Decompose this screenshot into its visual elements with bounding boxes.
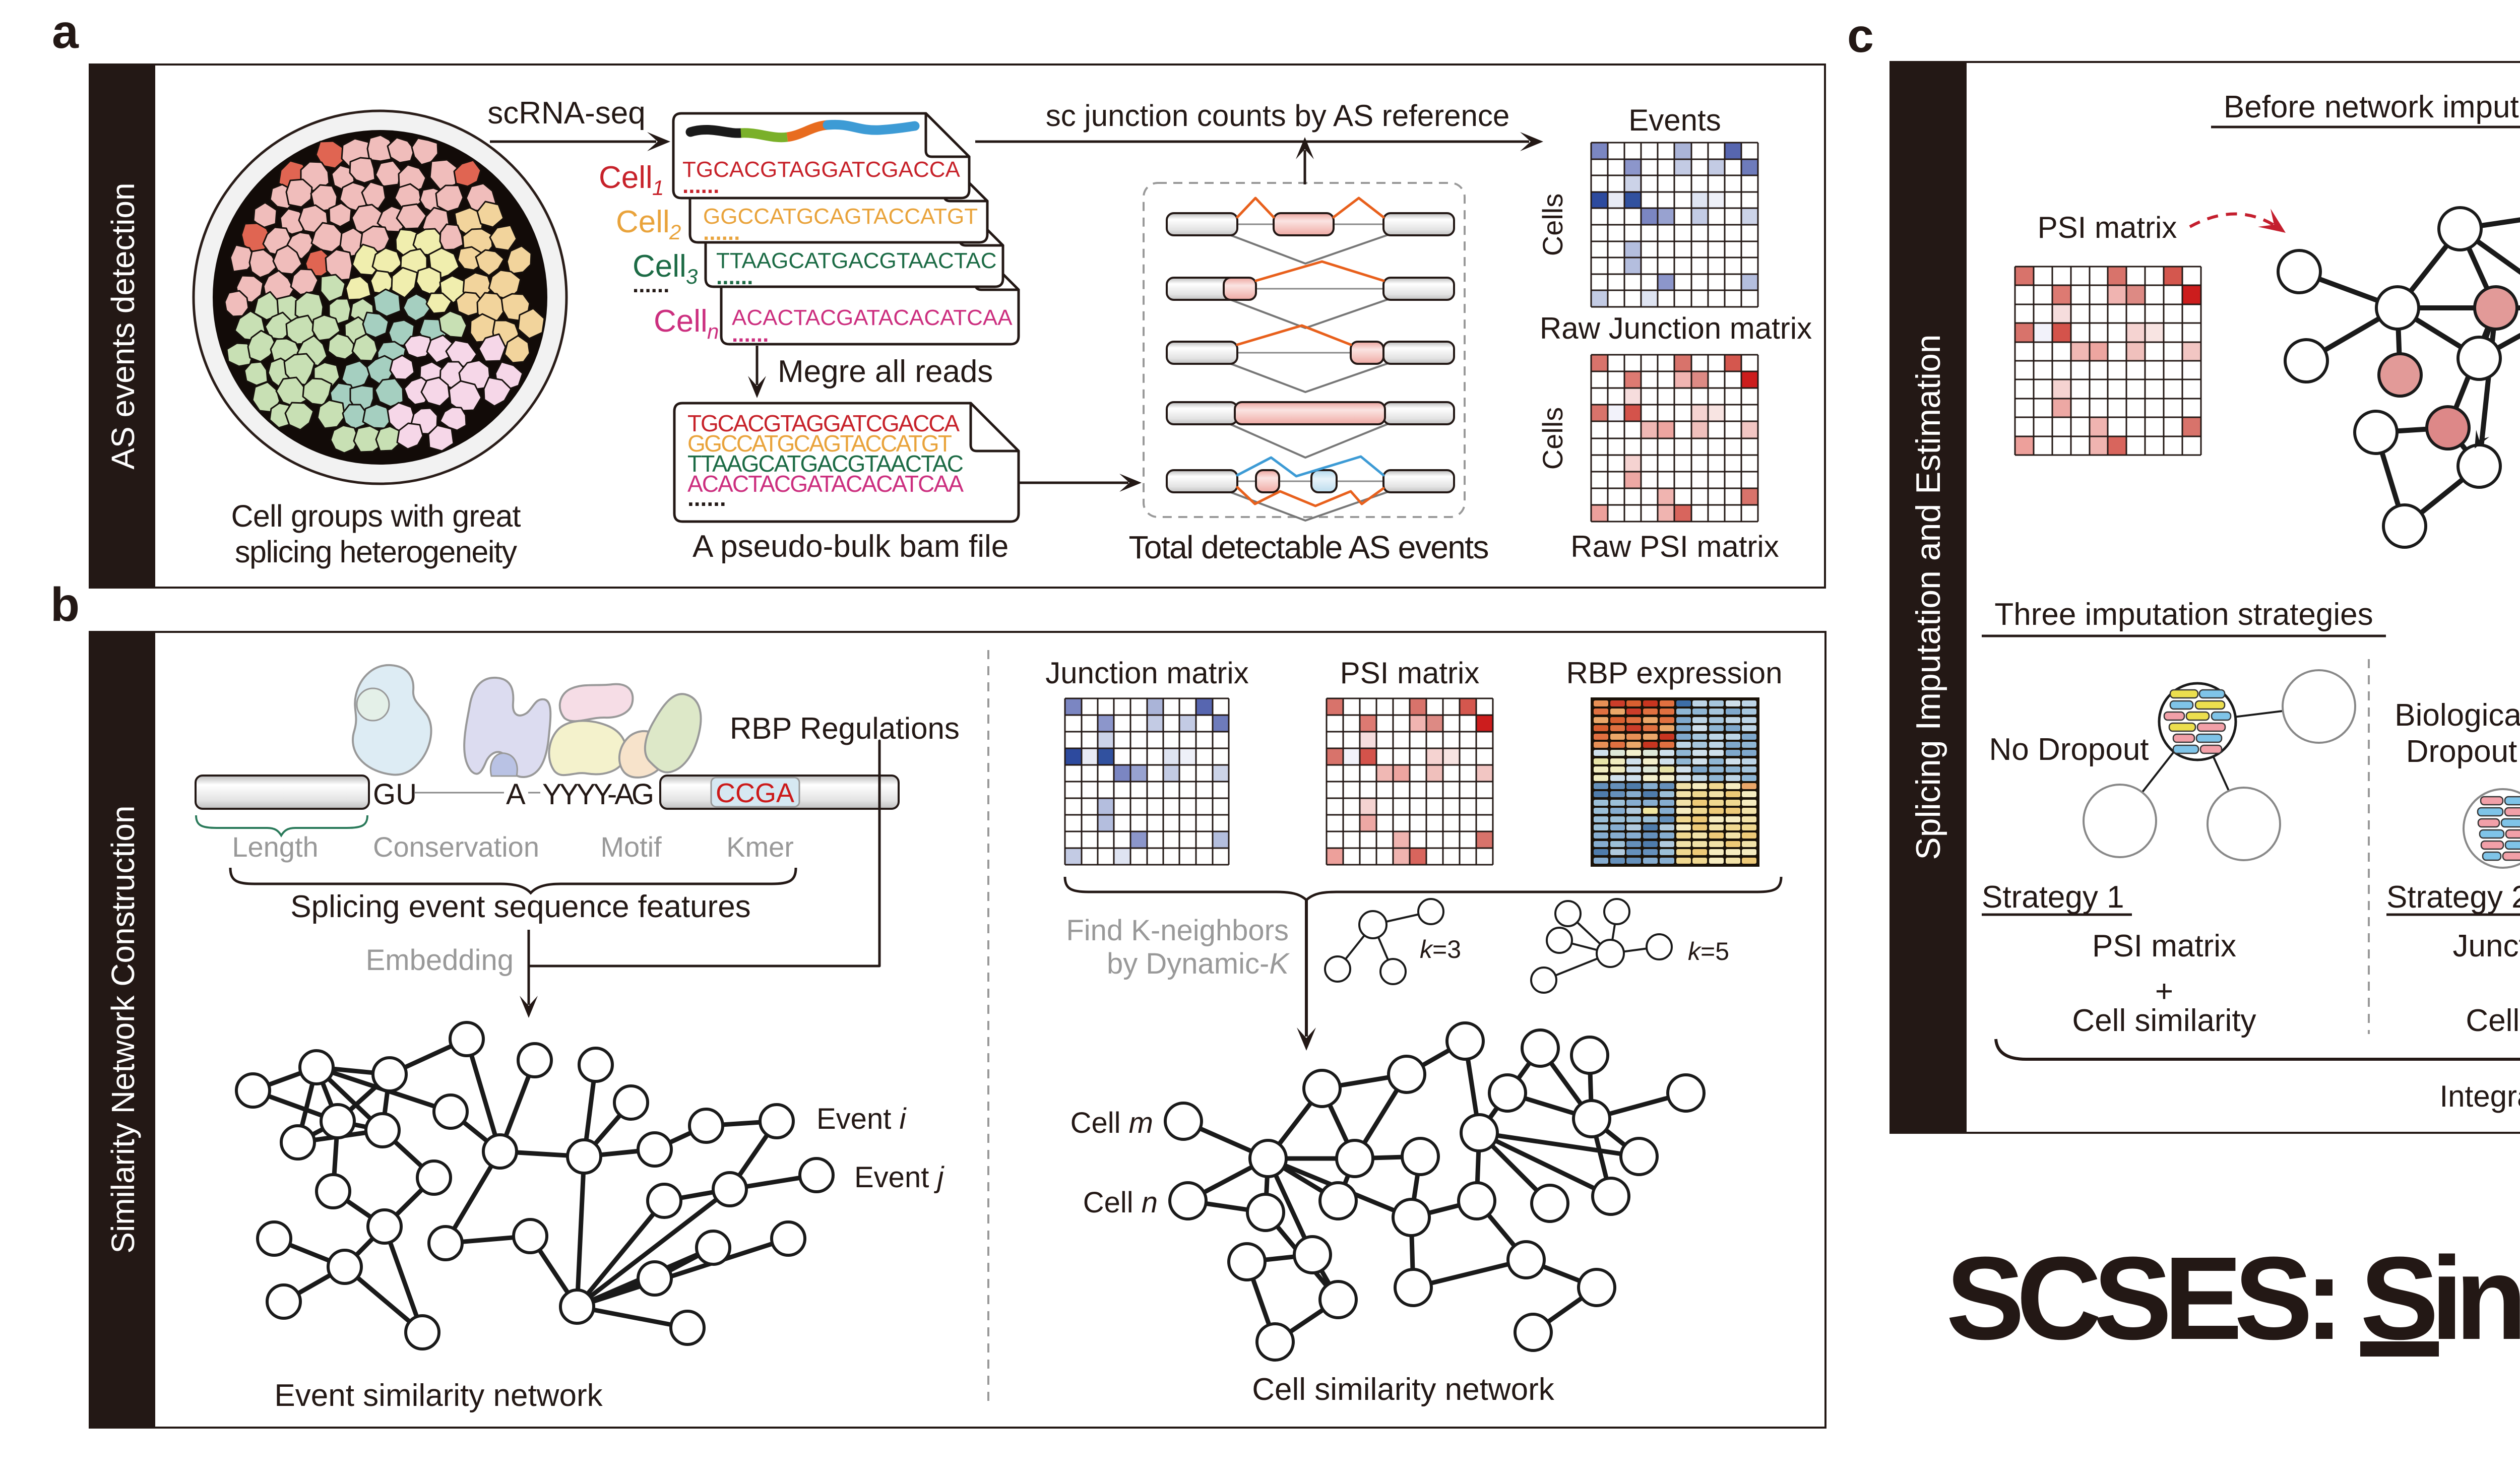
svg-text:Cells: Cells (1537, 407, 1568, 470)
svg-text:Find K-neighbors: Find K-neighbors (1066, 914, 1289, 947)
svg-text:PSI matrix: PSI matrix (2092, 929, 2236, 963)
svg-text:Biological: Biological (2395, 698, 2520, 733)
svg-text:......: ...... (732, 322, 769, 347)
svg-text:sc junction counts by AS refer: sc junction counts by AS reference (1046, 99, 1510, 133)
svg-text:Megre all reads: Megre all reads (778, 354, 993, 389)
svg-text:Before network imputation: Before network imputation (2224, 90, 2520, 124)
svg-text:GGCCATGCAGTACCATGT: GGCCATGCAGTACCATGT (703, 204, 978, 229)
svg-text:n: n (707, 319, 719, 343)
svg-text:Cell m: Cell m (1070, 1107, 1153, 1139)
svg-text:by Dynamic-K: by Dynamic-K (1107, 947, 1290, 980)
svg-text:Strategy 1: Strategy 1 (1982, 880, 2124, 915)
svg-text:a: a (52, 5, 79, 58)
svg-text:PSI matrix: PSI matrix (2038, 211, 2177, 244)
svg-text:Raw Junction matrix: Raw Junction matrix (1540, 311, 1812, 345)
svg-text:2: 2 (669, 220, 681, 244)
svg-text:......: ...... (687, 485, 726, 511)
svg-text:......: ...... (716, 265, 753, 289)
svg-text:Cell similarity: Cell similarity (2466, 1003, 2520, 1038)
svg-text:Event j: Event j (854, 1161, 944, 1194)
svg-text:RBP expression: RBP expression (1566, 656, 1782, 690)
svg-text:k=5: k=5 (1688, 937, 1729, 965)
svg-text:Events: Events (1628, 103, 1721, 137)
svg-text:YYYY-AG: YYYY-AG (542, 778, 654, 811)
svg-text:Length: Length (232, 831, 318, 863)
svg-text:Junction matrix: Junction matrix (1045, 656, 1248, 690)
svg-text:......: ...... (633, 273, 669, 297)
svg-text:3: 3 (686, 265, 698, 288)
svg-text:CCGA: CCGA (716, 778, 794, 808)
svg-text:Cell similarity: Cell similarity (2072, 1003, 2256, 1038)
svg-text:Splicing Imputation and Estima: Splicing Imputation and Estimation (1909, 334, 1947, 860)
svg-text:Event i: Event i (816, 1103, 907, 1135)
svg-text:Cell: Cell (654, 304, 708, 339)
svg-text:Strategy 2: Strategy 2 (2386, 880, 2520, 915)
svg-text:......: ...... (682, 173, 719, 198)
svg-text:ACACTACGATACACATCAA: ACACTACGATACACATCAA (732, 305, 1013, 330)
svg-text:k=3: k=3 (1420, 935, 1461, 963)
svg-text:Three imputation strategies: Three imputation strategies (1994, 597, 2373, 632)
svg-text:c: c (1847, 9, 1874, 62)
svg-text:......: ...... (703, 220, 740, 245)
svg-text:1: 1 (652, 176, 664, 200)
svg-text:Embedding: Embedding (366, 944, 514, 977)
svg-text:Cells: Cells (1537, 194, 1568, 256)
svg-text:PSI matrix: PSI matrix (1340, 656, 1480, 690)
svg-text:b: b (50, 578, 80, 631)
svg-text:Dropout: Dropout (2406, 734, 2517, 769)
svg-text:Cell similarity network: Cell similarity network (1252, 1372, 1554, 1407)
svg-text:A pseudo-bulk bam file: A pseudo-bulk bam file (692, 529, 1009, 564)
svg-text:Motif: Motif (600, 831, 662, 863)
svg-text:Cell: Cell (599, 160, 653, 195)
svg-text:GU: GU (373, 778, 417, 811)
svg-text:Cell n: Cell n (1083, 1186, 1158, 1219)
svg-text:ACACTACGATACACATCAA: ACACTACGATACACATCAA (687, 471, 964, 497)
svg-text:splicing heterogeneity: splicing heterogeneity (235, 535, 518, 569)
svg-text:Kmer: Kmer (726, 831, 794, 863)
svg-text:GGCCATGCAGTACCATGT: GGCCATGCAGTACCATGT (687, 430, 952, 457)
svg-text:TTAAGCATGACGTAACTAC: TTAAGCATGACGTAACTAC (716, 248, 997, 273)
svg-text:Conservation: Conservation (373, 831, 539, 863)
svg-text:Event similarity network: Event similarity network (274, 1378, 603, 1413)
svg-text:RBP Regulations: RBP Regulations (730, 712, 960, 745)
svg-text:Splicing event sequence featur: Splicing event sequence features (290, 889, 750, 924)
svg-text:scRNA-seq: scRNA-seq (487, 96, 646, 131)
svg-text:Total detectable AS events: Total detectable AS events (1129, 529, 1489, 565)
svg-text:Cell: Cell (616, 205, 670, 239)
svg-text:Similarity Network Constructio: Similarity Network Construction (105, 805, 141, 1253)
svg-text:Integration PSI values from th: Integration PSI values from three strate… (2440, 1079, 2520, 1113)
svg-text:A: A (506, 778, 526, 811)
svg-text:AS events detection: AS events detection (105, 182, 141, 469)
svg-text:TGCACGTAGGATCGACCA: TGCACGTAGGATCGACCA (687, 410, 960, 436)
svg-text:Junction matrix: Junction matrix (2453, 929, 2520, 963)
svg-text:+: + (2155, 974, 2173, 1009)
svg-text:Cell: Cell (633, 249, 686, 284)
svg-text:TGCACGTAGGATCGACCA: TGCACGTAGGATCGACCA (682, 157, 960, 182)
svg-text:No Dropout: No Dropout (1989, 732, 2149, 767)
svg-text:TTAAGCATGACGTAACTAC: TTAAGCATGACGTAACTAC (687, 450, 964, 477)
svg-text:Cell groups with great: Cell groups with great (231, 499, 521, 533)
svg-text:Raw PSI matrix: Raw PSI matrix (1570, 530, 1779, 563)
